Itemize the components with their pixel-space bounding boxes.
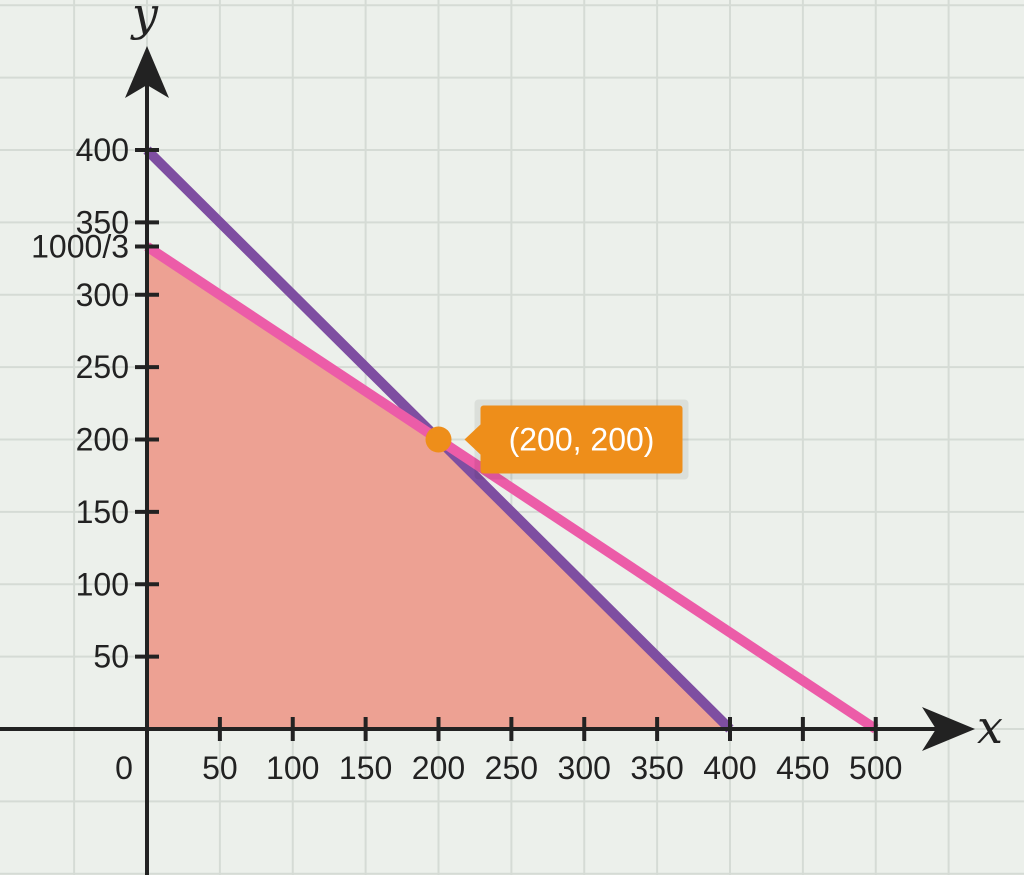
- ticks: 50 100 150 200 250 300 350 400 450 500 50 100 150 200…: [31, 132, 902, 786]
- x-axis-title: x: [977, 700, 1003, 754]
- y-tick-label: 350: [76, 204, 129, 240]
- callout-box: [480, 405, 683, 474]
- y-tick-label: 50: [93, 639, 129, 675]
- x-axis-arrow: [922, 707, 975, 751]
- y-tick-label: 400: [76, 132, 129, 168]
- callout-pointer: [464, 423, 482, 456]
- y-tick-label: 200: [76, 422, 129, 458]
- x-tick-label: 450: [776, 750, 829, 786]
- y-tick-label: 250: [76, 349, 129, 385]
- x-tick-label: 150: [339, 750, 392, 786]
- x-tick-label: 50: [202, 750, 238, 786]
- y-tick-label: 100: [76, 566, 129, 602]
- x-tick-label: 300: [558, 750, 611, 786]
- y-tick-label: 150: [76, 494, 129, 530]
- x-tick-label: 350: [630, 750, 683, 786]
- series-line-2: [144, 242, 879, 734]
- x-tick-label: 250: [485, 750, 538, 786]
- y-tick-label: 300: [76, 277, 129, 313]
- intersection-point: [425, 426, 452, 453]
- axes: [0, 46, 975, 875]
- y-axis-arrow: [125, 46, 169, 98]
- x-tick-label: 200: [412, 750, 465, 786]
- x-tick-label: 500: [849, 750, 902, 786]
- x-tick-label: 400: [703, 750, 756, 786]
- y-tick-label-extra: 1000/3: [31, 229, 129, 265]
- x-tick-label: 100: [266, 750, 319, 786]
- point-callout: (200, 200): [464, 399, 689, 480]
- callout-label: (200, 200): [509, 422, 655, 458]
- feasible-region: [147, 246, 730, 729]
- y-axis-title: y: [130, 0, 159, 41]
- origin-label: 0: [115, 750, 133, 786]
